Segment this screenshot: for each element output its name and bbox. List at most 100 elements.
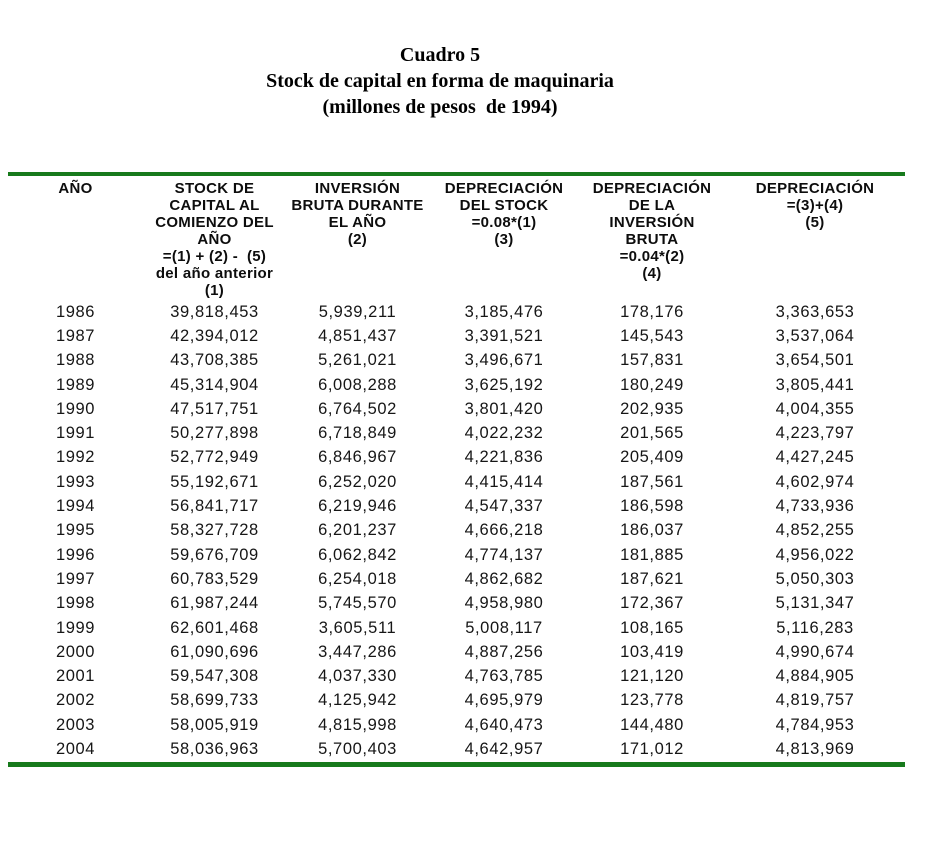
value-cell: 172,367 bbox=[620, 594, 684, 613]
value-cell: 4,547,337 bbox=[464, 497, 544, 516]
column-header-4: DEPRECIACIÓN DE LA INVERSIÓN BRUTA =0.04*(2)… bbox=[579, 176, 725, 300]
value-cell: 4,733,936 bbox=[775, 497, 855, 516]
value-cell: 186,037 bbox=[620, 521, 684, 540]
value-cell: 6,254,018 bbox=[318, 569, 397, 588]
value-cell: 39,818,453 bbox=[170, 302, 259, 321]
header-line: =0.04*(2) bbox=[619, 248, 685, 265]
capital-stock-table: AÑO STOCK DE CAPITAL AL COMIENZO DEL AÑO =(1)… bbox=[8, 176, 905, 762]
value-cell: 62,601,468 bbox=[170, 618, 259, 637]
header-line: INVERSIÓN bbox=[314, 180, 401, 197]
year-cell: 1994 bbox=[55, 497, 96, 516]
value-cell: 187,561 bbox=[620, 472, 684, 491]
value-cell: 4,815,998 bbox=[318, 715, 397, 734]
value-cell: 59,547,308 bbox=[170, 667, 259, 686]
value-cell: 4,640,473 bbox=[464, 715, 544, 734]
value-cell: 180,249 bbox=[620, 375, 684, 394]
value-cell: 5,008,117 bbox=[465, 618, 543, 637]
header-line: BRUTA DURANTE bbox=[291, 197, 424, 214]
header-line: (1) bbox=[204, 282, 225, 299]
table-header-row: AÑO STOCK DE CAPITAL AL COMIENZO DEL AÑO =(1)… bbox=[8, 176, 905, 300]
year-cell: 2003 bbox=[55, 715, 96, 734]
value-cell: 4,852,255 bbox=[775, 521, 855, 540]
value-cell: 6,718,849 bbox=[318, 424, 397, 443]
header-line: AÑO bbox=[58, 180, 93, 197]
value-cell: 171,012 bbox=[620, 739, 684, 758]
value-cell: 4,862,682 bbox=[464, 569, 544, 588]
value-cell: 3,391,521 bbox=[464, 326, 544, 345]
header-line: (4) bbox=[642, 265, 662, 282]
header-line: BRUTA bbox=[625, 231, 679, 248]
value-cell: 4,819,757 bbox=[775, 691, 855, 710]
value-cell: 4,784,953 bbox=[775, 715, 855, 734]
column-header-5: DEPRECIACIÓN =(3)+(4) (5) bbox=[725, 176, 905, 300]
value-cell: 6,252,020 bbox=[318, 472, 397, 491]
value-cell: 178,176 bbox=[620, 302, 684, 321]
rule-top bbox=[8, 172, 905, 176]
header-line: DEPRECIACIÓN bbox=[755, 180, 875, 197]
value-cell: 3,654,501 bbox=[775, 351, 855, 370]
value-cell: 5,700,403 bbox=[318, 739, 397, 758]
value-cell: 4,666,218 bbox=[464, 521, 544, 540]
header-line: INVERSIÓN bbox=[609, 214, 695, 231]
header-line: STOCK DE bbox=[174, 180, 255, 197]
value-cell: 103,419 bbox=[620, 642, 684, 661]
value-cell: 4,642,957 bbox=[464, 739, 544, 758]
value-cell: 5,131,347 bbox=[775, 594, 855, 613]
table-row: 1988 43,708,385 5,261,021 3,496,671 157,831 3… bbox=[8, 349, 905, 373]
header-line: =(3)+(4) bbox=[786, 197, 844, 214]
table-units-subtitle: (millones de pesos de 1994) bbox=[322, 96, 558, 118]
value-cell: 50,277,898 bbox=[170, 424, 259, 443]
value-cell: 186,598 bbox=[620, 497, 684, 516]
value-cell: 6,008,288 bbox=[318, 375, 397, 394]
table-row: 2004 58,036,963 5,700,403 4,642,957 171,012 4… bbox=[8, 737, 905, 761]
rule-bottom bbox=[8, 761, 905, 767]
header-line: (5) bbox=[805, 214, 825, 231]
year-cell: 1989 bbox=[55, 375, 96, 394]
value-cell: 205,409 bbox=[620, 448, 684, 467]
value-cell: 3,805,441 bbox=[775, 375, 855, 394]
header-line: AÑO bbox=[197, 231, 232, 248]
header-line: CAPITAL AL bbox=[169, 197, 260, 214]
value-cell: 5,116,283 bbox=[776, 618, 854, 637]
table-row: 2003 58,005,919 4,815,998 4,640,473 144,480 4… bbox=[8, 713, 905, 737]
value-cell: 3,363,653 bbox=[775, 302, 855, 321]
value-cell: 55,192,671 bbox=[170, 472, 259, 491]
table-header: AÑO STOCK DE CAPITAL AL COMIENZO DEL AÑO =(1)… bbox=[8, 176, 905, 300]
year-cell: 1988 bbox=[55, 351, 96, 370]
year-cell: 2004 bbox=[55, 739, 96, 758]
year-cell: 2001 bbox=[55, 667, 96, 686]
value-cell: 4,022,232 bbox=[464, 424, 544, 443]
value-cell: 4,037,330 bbox=[318, 667, 397, 686]
value-cell: 4,958,980 bbox=[464, 594, 544, 613]
table-row: 2001 59,547,308 4,037,330 4,763,785 121,120 4… bbox=[8, 664, 905, 688]
value-cell: 5,261,021 bbox=[318, 351, 397, 370]
value-cell: 6,201,237 bbox=[318, 521, 397, 540]
year-cell: 1999 bbox=[55, 618, 96, 637]
table-row: 2000 61,090,696 3,447,286 4,887,256 103,419 4… bbox=[8, 640, 905, 664]
year-cell: 2000 bbox=[55, 642, 96, 661]
value-cell: 187,621 bbox=[620, 569, 684, 588]
value-cell: 47,517,751 bbox=[170, 399, 259, 418]
header-line: del año anterior bbox=[155, 265, 274, 282]
value-cell: 3,537,064 bbox=[775, 326, 855, 345]
table-main-title: Stock de capital en forma de maquinaria bbox=[266, 70, 614, 92]
header-line: =(1) + (2) - (5) bbox=[162, 248, 267, 265]
value-cell: 3,625,192 bbox=[464, 375, 544, 394]
table-row: 1994 56,841,717 6,219,946 4,547,337 186,598 4… bbox=[8, 494, 905, 518]
table-row: 1986 39,818,453 5,939,211 3,185,476 178,176 3… bbox=[8, 300, 905, 324]
value-cell: 4,223,797 bbox=[775, 424, 855, 443]
value-cell: 4,956,022 bbox=[775, 545, 855, 564]
value-cell: 59,676,709 bbox=[170, 545, 259, 564]
value-cell: 61,090,696 bbox=[170, 642, 259, 661]
value-cell: 4,887,256 bbox=[464, 642, 544, 661]
value-cell: 4,774,137 bbox=[464, 545, 544, 564]
value-cell: 5,939,211 bbox=[318, 302, 397, 321]
value-cell: 58,036,963 bbox=[170, 739, 259, 758]
value-cell: 4,813,969 bbox=[775, 739, 855, 758]
column-header-1: STOCK DE CAPITAL AL COMIENZO DEL AÑO =(1) + … bbox=[143, 176, 286, 300]
value-cell: 42,394,012 bbox=[170, 326, 259, 345]
value-cell: 181,885 bbox=[620, 545, 684, 564]
table-row: 1999 62,601,468 3,605,511 5,008,117 108,165 5… bbox=[8, 616, 905, 640]
table-number-title: Cuadro 5 bbox=[399, 44, 481, 66]
value-cell: 123,778 bbox=[620, 691, 684, 710]
